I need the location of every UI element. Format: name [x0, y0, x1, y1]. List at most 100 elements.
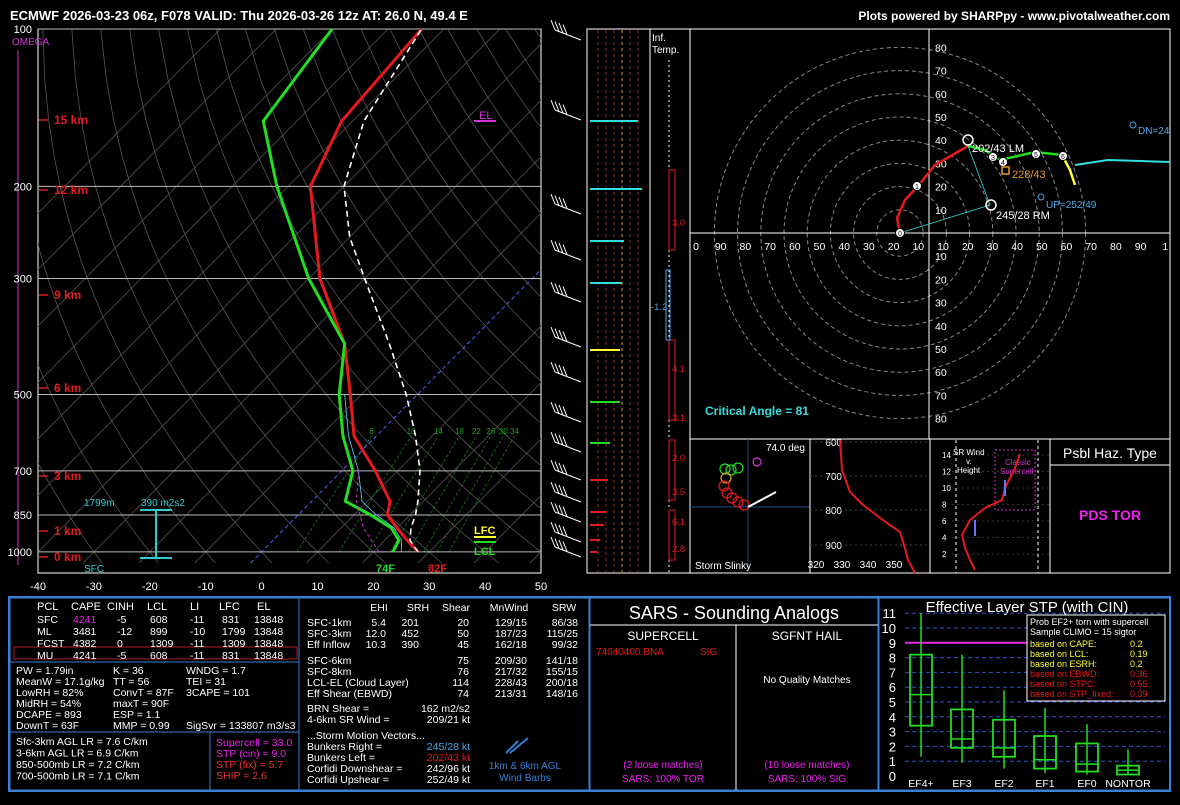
- barb-flag: [562, 526, 568, 537]
- slinky-circle: [719, 463, 731, 475]
- barb-flag: [554, 283, 560, 294]
- kinematics-header: EHI: [370, 602, 388, 614]
- hodograph-xtick: 0: [693, 241, 699, 253]
- hodograph-ytick: 20: [935, 182, 947, 194]
- inferred-value: -1.2: [651, 302, 667, 313]
- smv-value: 242/96 kt: [427, 763, 470, 775]
- hodograph-xtick: 50: [1036, 241, 1048, 253]
- barb-flag: [562, 24, 568, 35]
- hodograph-ytick: 30: [935, 158, 947, 170]
- sfc-temp-label: 82F: [428, 563, 447, 575]
- parcel-cell: -10: [190, 626, 205, 638]
- dry-adiabat: [129, 29, 443, 564]
- hodo-height-label: 3: [991, 155, 995, 162]
- lcl-label: LCL: [474, 546, 496, 558]
- hodograph-xtick: 10: [937, 241, 949, 253]
- isotherm-line: [38, 29, 501, 497]
- stp-ytick: 1: [889, 754, 896, 769]
- barb-flag: [558, 504, 564, 516]
- kinematics-cell: 129/15: [495, 617, 527, 629]
- parcel-cell: -11: [190, 650, 205, 662]
- stp-prob-label: based on ESRH:: [1030, 659, 1097, 669]
- kinematics-cell: 76: [457, 666, 469, 678]
- stp-boxes: [909, 613, 1140, 776]
- sars-hail-none: No Quality Matches: [763, 675, 850, 686]
- kinematics-cell: SFC-1km: [307, 617, 352, 629]
- brn-label: BRN Shear =: [307, 703, 369, 715]
- hodograph-xtick: 40: [838, 241, 850, 253]
- barb-flag: [554, 461, 560, 472]
- temperature-tick: 50: [535, 581, 547, 593]
- temperature-axis: -40 -30 -20 -10 0 10 20 30 40 50: [30, 581, 547, 593]
- stp-ytick: 6: [889, 680, 896, 695]
- hodograph-xtick: 50: [814, 241, 826, 253]
- wind-barb: [550, 19, 582, 41]
- smv-label: Corfidi Downshear =: [307, 763, 402, 775]
- hodo-height-label: 6: [1061, 154, 1065, 161]
- barb-staff: [554, 469, 582, 481]
- thetae-xtick: 350: [886, 560, 903, 571]
- parcel-cell: -12: [117, 626, 132, 638]
- hodograph-xtick: 60: [1061, 241, 1073, 253]
- downshear-label: DN=24: [1138, 126, 1170, 137]
- dry-adiabat: [71, 29, 329, 564]
- barb-flag: [554, 503, 560, 514]
- hodograph-ytick: 10: [935, 251, 947, 263]
- hodo-height-label: 4: [1001, 160, 1005, 167]
- dry-adiabat: [302, 29, 541, 382]
- kinematics-cell: 20: [457, 617, 469, 629]
- height-label: 9 km: [54, 288, 81, 302]
- hodograph-ytick: 50: [935, 112, 947, 124]
- stp-box: [950, 654, 974, 763]
- parcel-header-cape: CAPE: [71, 601, 101, 613]
- inferred-value: 6.1: [672, 517, 685, 528]
- barb-flag: [558, 539, 564, 551]
- stp-iqr: [909, 653, 933, 727]
- barb-flag: [554, 483, 560, 494]
- header-credit: Plots powered by SHARPpy - www.pivotalwe…: [858, 9, 1170, 23]
- parcel-header-lcl: LCL: [147, 601, 167, 613]
- inferred-value: 3.1: [672, 413, 685, 424]
- height-label: 6 km: [54, 381, 81, 395]
- skewt-frame: [37, 28, 542, 574]
- downshear-marker: [1129, 121, 1137, 129]
- barb-flag: [554, 21, 560, 32]
- lm-label: 202/43 LM: [972, 143, 1024, 155]
- barb-flag: [554, 328, 560, 339]
- parcel-cell: 608: [150, 614, 168, 626]
- temperature-tick: 20: [367, 581, 379, 593]
- kinematics-header: SRW: [552, 602, 576, 614]
- barb-flag: [562, 198, 568, 209]
- isotherm-line: [417, 438, 541, 564]
- kinematics-cell: Eff Shear (EBWD): [307, 688, 392, 700]
- mixing-ratio-label: 6: [369, 427, 374, 436]
- stp-category: NONTOR: [1105, 778, 1151, 790]
- parcel-cell: 0: [117, 638, 123, 650]
- hodograph-panel: 0 90 80 70 60 50 40 30 20 10 10 20 30 40 50 60 70 80 90 110…: [689, 28, 1171, 440]
- barb-staff: [554, 531, 582, 543]
- barb-flag: [558, 242, 564, 254]
- kinematics-headers: EHI SRH Shear MnWind SRW: [370, 602, 576, 614]
- height-axis: 15 km 12 km 9 km 6 km 3 km 1 km 0 km: [39, 113, 88, 564]
- barbs-caption-2: Wind Barbs: [499, 773, 551, 784]
- index-col2: ESP = 1.1: [113, 709, 161, 721]
- srw-ytick: 10: [942, 484, 951, 493]
- inferred-temp-frame: [586, 28, 651, 574]
- temperature-tick: 40: [479, 581, 491, 593]
- thetae-pressure-tick: 800: [825, 506, 842, 517]
- hodograph-xtick: 40: [1011, 241, 1023, 253]
- parcel-cell: 4241: [73, 650, 97, 662]
- sars-supercell-header: SUPERCELL: [627, 629, 699, 643]
- smv-value: 202/43 kt: [427, 752, 470, 764]
- stp-box: [992, 690, 1016, 769]
- thetae-xtick: 330: [834, 560, 851, 571]
- brn-value: 162 m2/s2: [421, 703, 470, 715]
- isotherm-line: [38, 29, 277, 271]
- smv-title: ...Storm Motion Vectors...: [307, 730, 425, 742]
- inferred-bar: [668, 169, 676, 251]
- index-col2: K = 36: [113, 665, 144, 677]
- upshear-label: UP=252/49: [1046, 200, 1097, 211]
- slinky-circle: [752, 457, 762, 467]
- hodo-height-label: 0: [898, 231, 902, 238]
